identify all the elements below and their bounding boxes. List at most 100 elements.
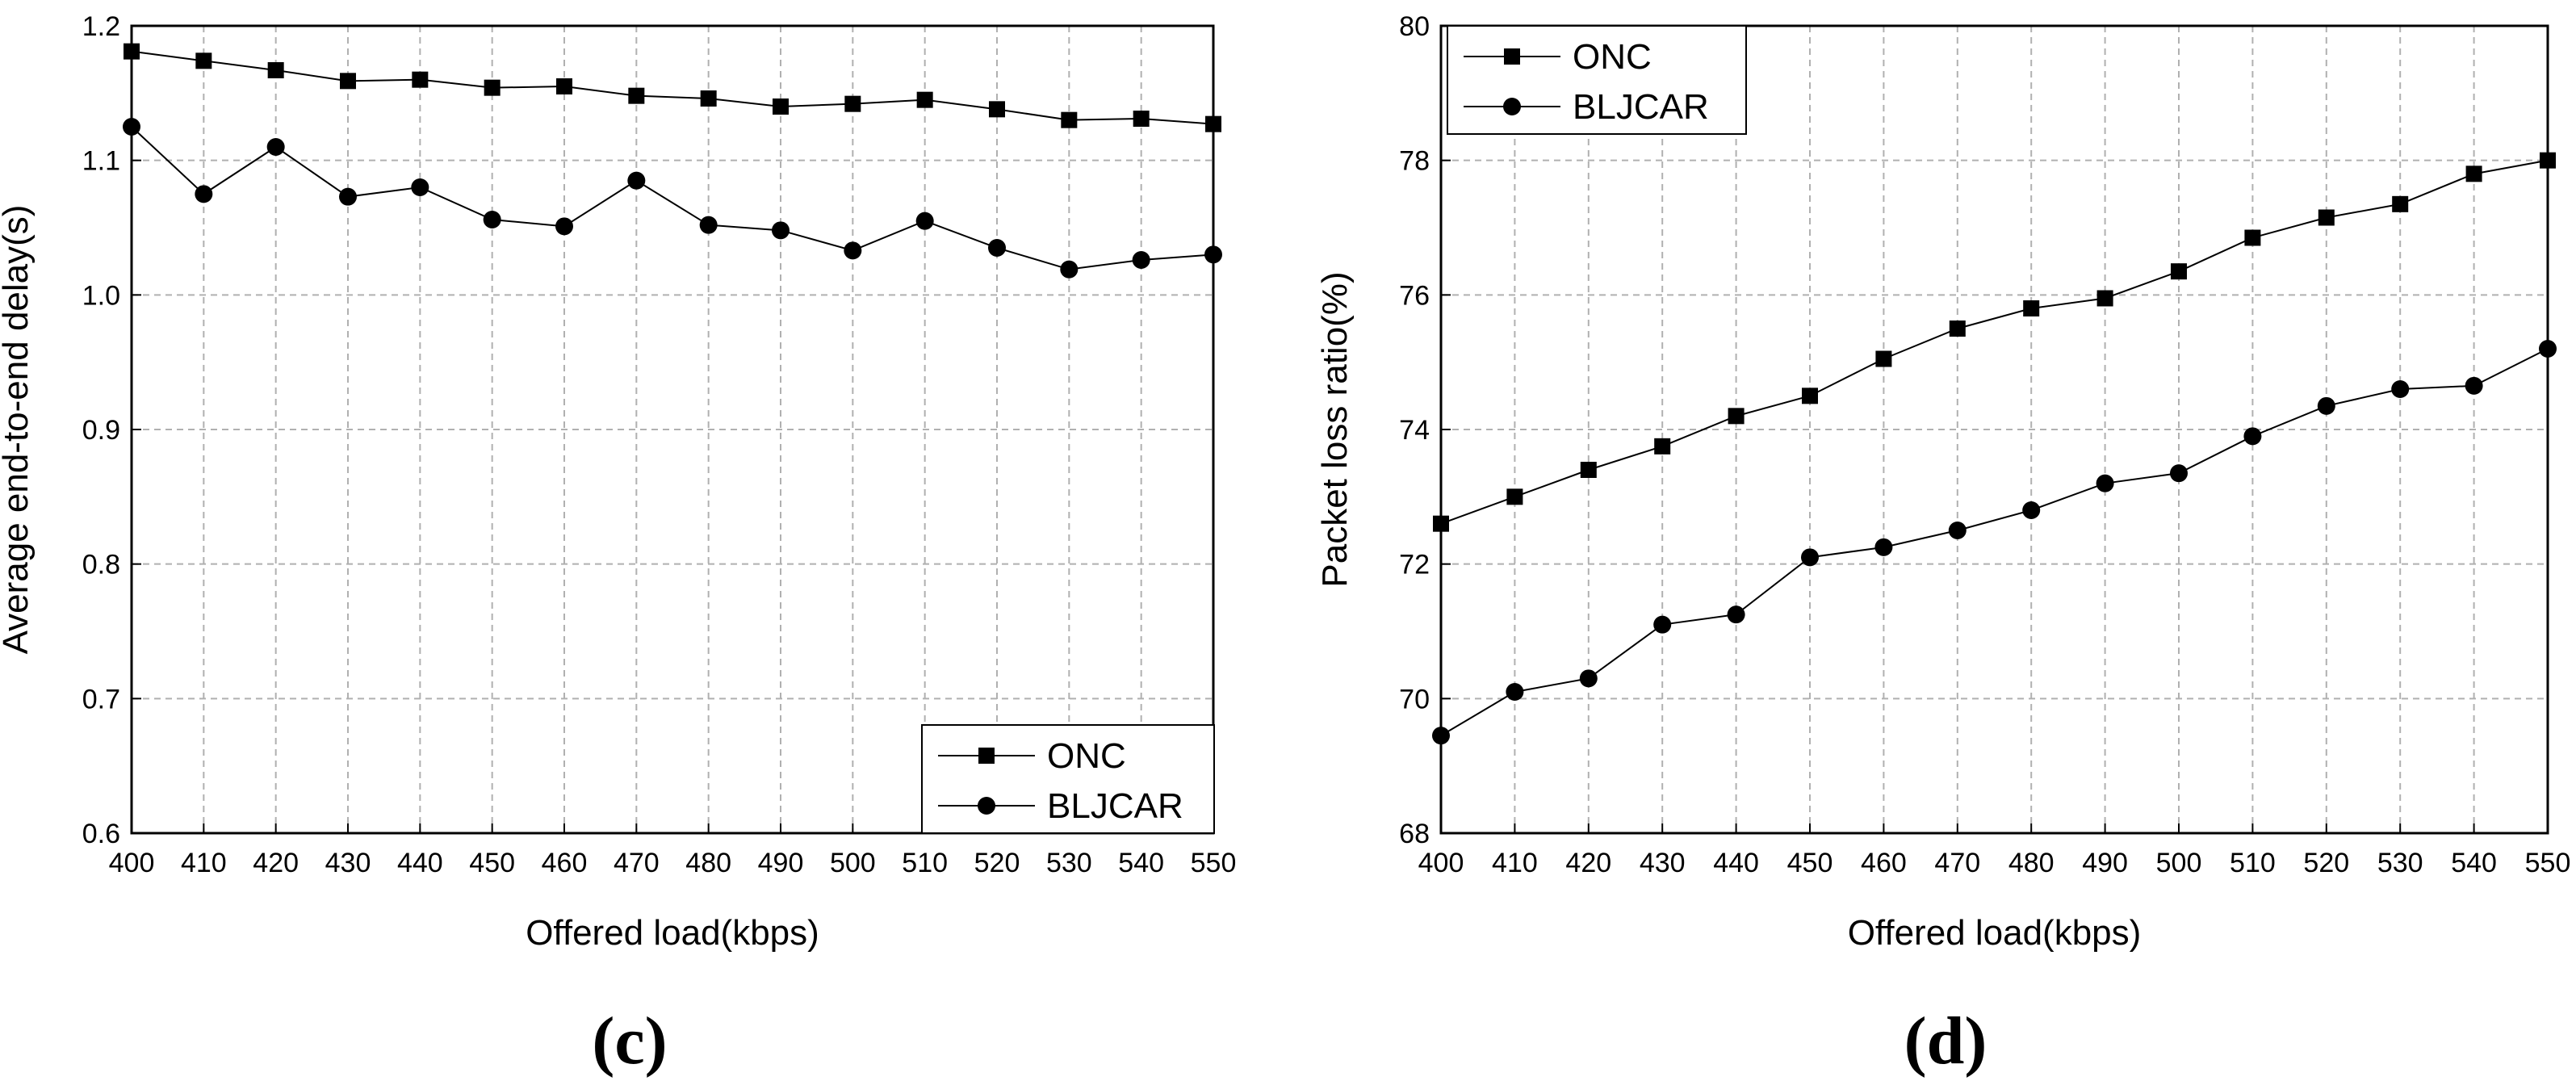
data-point-bljcar	[2391, 380, 2410, 398]
data-point-bljcar	[555, 217, 573, 236]
data-point-onc	[340, 73, 356, 90]
legend-label-onc: ONC	[1047, 736, 1126, 776]
series-line-bljcar	[1440, 348, 2549, 737]
data-point-bljcar	[772, 221, 790, 240]
data-point-bljcar	[339, 187, 357, 206]
data-point-onc	[556, 78, 572, 94]
x-tick-label: 530	[2377, 848, 2423, 878]
legend-label-bljcar: BLJCAR	[1573, 87, 1709, 127]
x-axis-label: Offered load(kbps)	[526, 913, 819, 953]
plot-frame	[130, 24, 1215, 835]
legend-marker-square	[978, 748, 995, 764]
data-point-onc	[2392, 195, 2409, 212]
x-tick-label: 460	[1861, 848, 1907, 878]
legend-marker-square	[1504, 48, 1520, 65]
legend: ONC BLJCAR	[1447, 25, 1747, 135]
data-point-onc	[2096, 290, 2113, 307]
data-point-onc	[1875, 350, 1892, 367]
chart-d: 400 410 420 430 440 450 460 470 480 490 500 510 520 5…	[1315, 11, 2570, 1079]
y-tick-label: 74	[1399, 415, 1430, 446]
data-point-bljcar	[1801, 548, 1819, 567]
data-point-onc	[1433, 515, 1449, 532]
data-point-bljcar	[2170, 464, 2188, 483]
data-point-onc	[2023, 300, 2040, 316]
legend-box	[921, 724, 1215, 834]
panel-label: (d)	[1904, 1003, 1987, 1079]
x-tick-label: 490	[2082, 848, 2128, 878]
x-tick-label: 510	[2230, 848, 2276, 878]
x-tick-label: 420	[253, 848, 299, 878]
data-point-onc	[1133, 111, 1150, 127]
x-tick-label: 530	[1046, 848, 1092, 878]
data-point-bljcar	[2243, 427, 2262, 446]
x-tick-label: 440	[397, 848, 443, 878]
data-point-bljcar	[2539, 340, 2557, 358]
x-tick-label: 450	[1787, 848, 1833, 878]
data-point-onc	[916, 91, 933, 108]
data-point-bljcar	[1653, 615, 1672, 634]
data-point-onc	[1654, 438, 1671, 455]
data-point-onc	[2465, 166, 2482, 182]
data-point-bljcar	[915, 212, 934, 230]
y-tick-label: 1.2	[82, 11, 120, 42]
y-tick-label: 68	[1399, 819, 1430, 849]
data-point-bljcar	[483, 211, 501, 228]
x-tick-label: 510	[902, 848, 948, 878]
legend-box	[1447, 25, 1747, 135]
data-point-onc	[484, 79, 501, 96]
legend: ONC BLJCAR	[921, 724, 1215, 834]
data-point-onc	[844, 95, 861, 112]
data-point-bljcar	[1948, 522, 1967, 539]
y-tick-label: 1.0	[82, 280, 120, 311]
y-tick-label: 0.8	[82, 550, 120, 580]
data-point-bljcar	[266, 138, 285, 156]
x-tick-label: 550	[1191, 848, 1237, 878]
data-point-onc	[628, 87, 645, 104]
data-point-bljcar	[195, 185, 213, 203]
legend-marker-circle	[1503, 98, 1521, 115]
data-point-bljcar	[699, 216, 718, 234]
x-axis-label: Offered load(kbps)	[1848, 913, 2142, 953]
x-tick-label: 500	[830, 848, 876, 878]
x-tick-label: 440	[1713, 848, 1759, 878]
data-point-bljcar	[627, 171, 646, 190]
data-point-bljcar	[1204, 245, 1222, 264]
data-point-onc	[1728, 408, 1745, 425]
data-point-onc	[124, 43, 140, 60]
series-line-bljcar	[131, 126, 1214, 270]
x-tick-label: 450	[469, 848, 515, 878]
x-tick-label: 520	[974, 848, 1020, 878]
data-point-onc	[195, 52, 212, 69]
x-tick-label: 400	[1418, 848, 1464, 878]
x-tick-label: 520	[2303, 848, 2349, 878]
y-tick-label: 78	[1399, 146, 1430, 177]
x-tick-label: 550	[2525, 848, 2571, 878]
y-tick-label: 70	[1399, 684, 1430, 714]
data-point-bljcar	[1579, 669, 1598, 688]
y-tick-label: 1.1	[82, 146, 120, 177]
data-point-onc	[2318, 209, 2335, 226]
plot-frame	[1439, 24, 2549, 835]
data-point-onc	[773, 98, 789, 115]
data-point-onc	[1802, 388, 1818, 404]
x-tick-label: 410	[1492, 848, 1538, 878]
data-point-bljcar	[1132, 251, 1150, 269]
x-tick-label: 410	[181, 848, 227, 878]
series-line-onc	[131, 50, 1214, 125]
x-tick-label: 420	[1565, 848, 1611, 878]
data-point-onc	[267, 62, 284, 78]
data-point-bljcar	[2022, 501, 2041, 519]
x-tick-label: 400	[109, 848, 155, 878]
y-axis-label: Packet loss ratio(%)	[1315, 271, 1355, 587]
y-axis-label: Average end-to-end delay(s)	[0, 205, 36, 655]
data-point-onc	[1580, 462, 1597, 478]
x-tick-label: 460	[542, 848, 588, 878]
y-tick-label: 76	[1399, 280, 1430, 311]
data-point-bljcar	[2317, 396, 2335, 415]
data-point-onc	[2244, 229, 2261, 246]
data-point-bljcar	[1727, 605, 1745, 624]
x-tick-label: 540	[2451, 848, 2497, 878]
data-point-onc	[1205, 115, 1221, 132]
data-point-bljcar	[844, 241, 862, 260]
